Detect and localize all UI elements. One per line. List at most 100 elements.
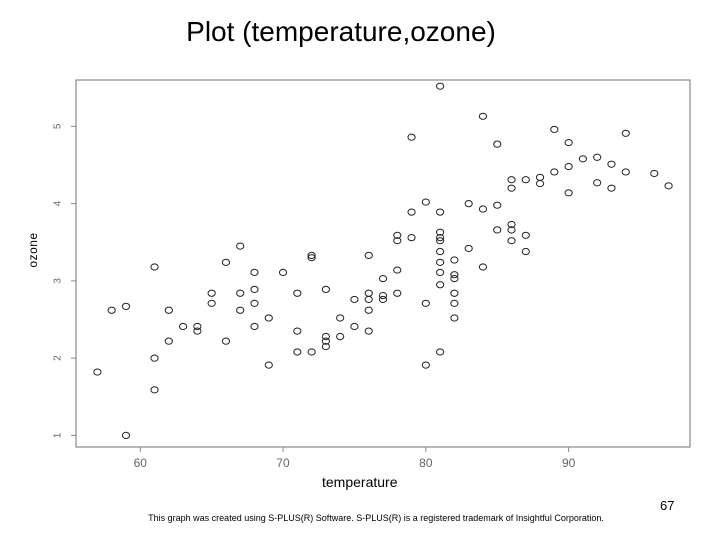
data-point	[250, 299, 259, 307]
y-tick-label: 5	[53, 123, 64, 129]
data-point	[550, 125, 559, 134]
data-point	[393, 266, 402, 274]
data-point	[507, 226, 516, 234]
x-axis-label: temperature	[322, 474, 398, 490]
data-point	[436, 348, 445, 356]
data-point	[121, 302, 131, 310]
data-point	[507, 176, 516, 184]
x-tick-label: 60	[134, 456, 148, 470]
data-point	[436, 82, 445, 90]
data-point	[378, 295, 388, 304]
data-point	[164, 306, 173, 314]
data-point	[236, 306, 245, 314]
data-point	[393, 289, 402, 297]
data-point	[307, 251, 316, 259]
data-point	[450, 271, 459, 279]
plot-frame	[75, 79, 691, 448]
data-point	[407, 208, 416, 216]
data-point	[207, 289, 216, 297]
data-point	[150, 386, 159, 394]
data-point	[364, 306, 373, 314]
data-point	[250, 322, 259, 331]
data-point	[350, 322, 359, 331]
data-point	[236, 289, 245, 297]
data-point	[378, 291, 388, 300]
data-point	[421, 198, 430, 206]
data-point	[493, 226, 502, 234]
data-points	[93, 82, 673, 440]
data-point	[550, 168, 559, 176]
data-point	[336, 314, 345, 322]
data-point	[564, 138, 573, 147]
data-point	[450, 289, 459, 297]
data-point	[264, 314, 273, 322]
data-point	[264, 361, 273, 369]
data-point	[621, 168, 630, 176]
data-point	[321, 285, 330, 293]
slide-title: Plot (temperature,ozone)	[186, 16, 496, 47]
data-point	[307, 348, 316, 356]
data-point	[393, 237, 402, 245]
data-point	[193, 322, 202, 331]
data-point	[221, 258, 231, 266]
data-point	[535, 173, 545, 181]
data-point	[450, 256, 459, 264]
data-point	[436, 247, 445, 256]
data-point	[593, 153, 602, 161]
plot-border	[75, 79, 691, 448]
data-point	[421, 299, 430, 307]
data-point	[321, 342, 330, 351]
data-point	[364, 295, 373, 304]
y-tick-label: 4	[53, 200, 64, 206]
page-number: 67	[660, 498, 675, 513]
data-point	[593, 179, 602, 187]
data-point	[478, 205, 488, 213]
data-point	[478, 112, 488, 120]
data-point	[364, 251, 373, 259]
data-point	[450, 314, 459, 322]
data-point	[121, 431, 131, 440]
data-point	[107, 306, 116, 314]
data-point	[464, 244, 473, 253]
data-point	[164, 337, 173, 345]
data-point	[193, 327, 202, 335]
data-point	[521, 231, 530, 239]
data-point	[150, 263, 159, 271]
data-point	[493, 201, 502, 209]
data-point	[250, 285, 259, 293]
data-point	[436, 281, 445, 289]
data-point	[664, 182, 673, 190]
data-point	[578, 155, 588, 163]
x-tick-label: 90	[562, 456, 576, 470]
data-point	[436, 208, 445, 216]
data-point	[521, 176, 530, 184]
y-axis-label: ozone	[26, 232, 40, 268]
data-point	[507, 220, 516, 229]
data-point	[278, 268, 288, 276]
data-point	[364, 289, 373, 297]
x-axis: 60 70 80 90	[134, 447, 576, 470]
data-point	[564, 189, 573, 197]
data-point	[493, 140, 502, 148]
data-point	[221, 337, 231, 345]
data-point	[436, 237, 445, 245]
data-point	[178, 322, 188, 331]
data-point	[378, 274, 388, 283]
data-point	[293, 289, 302, 297]
y-tick-label: 3	[53, 278, 64, 284]
data-point	[507, 184, 516, 192]
data-point	[607, 184, 616, 192]
data-point	[350, 295, 359, 304]
data-point	[436, 258, 445, 266]
data-point	[250, 268, 259, 276]
data-point	[321, 332, 330, 341]
data-point	[436, 234, 445, 242]
y-tick-label: 1	[53, 432, 64, 438]
data-point	[436, 268, 445, 276]
data-point	[93, 368, 102, 376]
data-point	[293, 327, 302, 335]
data-point	[564, 162, 573, 171]
data-point	[450, 299, 459, 307]
data-point	[621, 129, 630, 137]
